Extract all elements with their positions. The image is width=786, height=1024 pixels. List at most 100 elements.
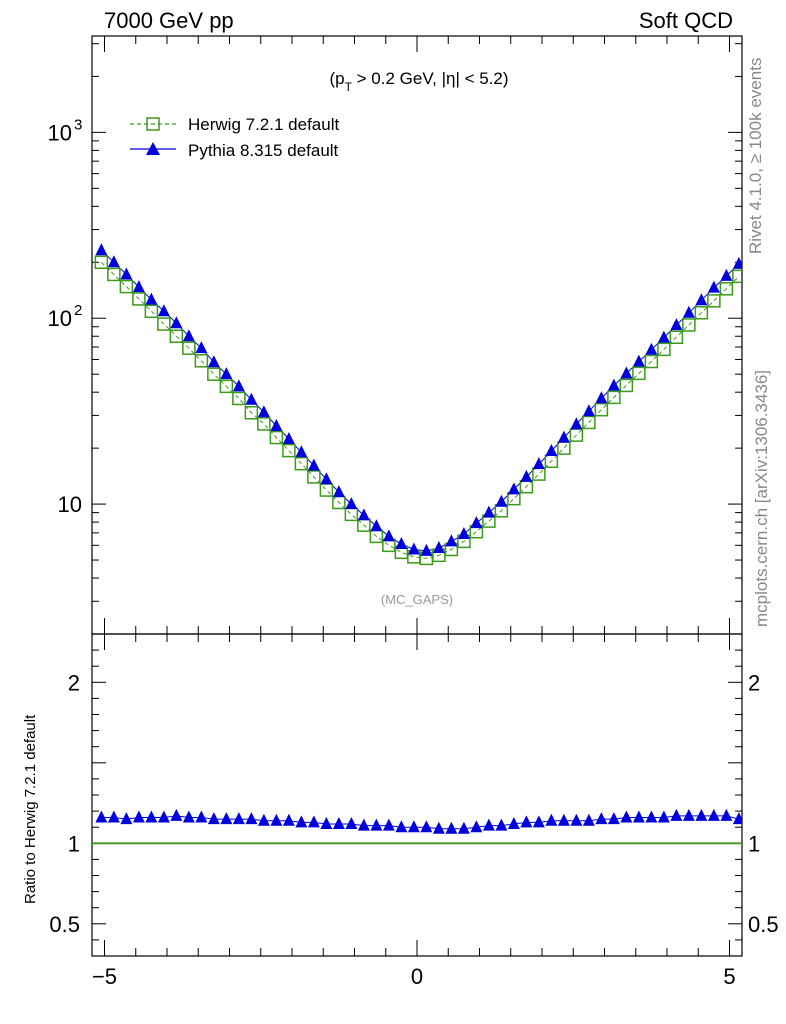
ratio-ytick-label-left: 1 [68,831,80,856]
ratio-pythia-point [95,810,108,823]
herwig-point [194,354,209,368]
ratio-pythia-point [520,815,533,828]
legend: Herwig 7.2.1 default Pythia 8.315 defaul… [130,115,339,160]
ratio-pythia-point [195,810,208,823]
ratio-pythia-point [445,821,458,834]
herwig-point [119,279,134,294]
ratio-pythia-point [670,808,683,821]
ratio-pythia-point [370,818,383,831]
ratio-pythia-point [607,812,620,825]
herwig-point [169,329,184,343]
pythia-point [682,305,695,318]
pythia-point [645,342,658,355]
herwig-point [282,443,296,458]
herwig-point [269,430,284,445]
ratio-pythia-point [282,813,295,826]
herwig-point [507,491,521,506]
pythia-point [657,330,670,343]
pythia-point [395,536,408,549]
ratio-pythia-point [257,813,270,826]
herwig-point [582,415,596,430]
pythia-point [307,458,320,471]
pythia-point [495,494,508,507]
pythia-point [545,444,558,457]
ratio-pythia-point [382,818,395,831]
pythia-point [357,508,370,521]
ratio-pythia-point [432,821,445,834]
herwig-point [294,456,309,471]
herwig-point [219,379,234,394]
header-process: 7000 GeV pp [104,8,234,33]
main-ytick-label: 10 [48,120,72,145]
herwig-point [607,390,621,405]
pythia-point [707,280,720,293]
ratio-pythia-point [332,816,345,829]
ratio-pythia-point [707,808,720,821]
legend-pythia-label: Pythia 8.315 default [188,141,339,160]
herwig-point [94,255,109,270]
pythia-point [107,255,120,268]
pythia-point [720,268,733,281]
ratio-pythia-point [720,808,733,821]
herwig-point [632,366,646,381]
pythia-point [157,304,170,317]
xtick-label: 0 [411,964,423,989]
herwig-point [669,330,684,345]
ratio-pythia-point [357,818,370,831]
ratio-pythia-point [457,821,470,834]
main-axis-ticks [92,36,742,635]
ratio-pythia-point [395,820,408,833]
main-data [94,243,742,566]
herwig-point [694,306,709,320]
pythia-point [232,379,245,392]
pythia-point [245,392,258,405]
pythia-point [95,243,108,256]
pythia-point [382,529,395,542]
herwig-point [594,402,609,417]
ratio-ytick-label-right: 0.5 [748,912,779,937]
ratio-pythia-point [620,810,633,823]
pythia-point [445,534,458,547]
ratio-pythia-line [101,815,740,830]
herwig-point [207,367,221,381]
header-category: Soft QCD [638,8,733,33]
ratio-pythia-point [145,810,158,823]
main-ytick-label: 10 [48,306,72,331]
ratio-ytick-labels: 0.5 0.5 1 1 2 2 [49,670,778,937]
pythia-line [101,249,740,552]
herwig-point [657,342,671,357]
ratio-pythia-point [270,813,283,826]
herwig-point [144,304,159,319]
herwig-point [107,267,121,282]
herwig-point [307,470,321,484]
ratio-pythia-point [320,816,333,829]
ratio-pythia-point [207,812,220,825]
pythia-point [132,280,145,293]
legend-pythia-marker [146,142,160,155]
pythia-point [620,366,633,379]
herwig-point [682,318,696,332]
pythia-point [470,516,483,529]
main-ytick-label: 10 [58,492,82,517]
pythia-point [607,378,620,391]
ratio-pythia-point [595,812,608,825]
xtick-label: −5 [92,964,117,989]
ratio-ytick-label-right: 1 [748,831,760,856]
ratio-pythia-point [295,815,308,828]
ratio-pythia-point [120,812,133,825]
ratio-ylabel: Ratio to Herwig 7.2.1 default [22,714,39,904]
ratio-pythia-point [532,815,545,828]
herwig-point [707,294,721,308]
ratio-pythia-point [582,813,595,826]
legend-herwig-label: Herwig 7.2.1 default [188,115,339,134]
pythia-point [270,419,283,432]
pythia-point [420,543,433,556]
ratio-pythia-point [732,812,742,825]
herwig-point [532,467,546,481]
ratio-pythia-point [232,812,245,825]
ratio-panel: 0.5 0.5 1 1 2 2 −5 0 5 Ratio to Herwig 7.2.1 de… [22,633,779,989]
ratio-pythia-point [545,813,558,826]
ratio-pythia-point [657,810,670,823]
ratio-ytick-label-left: 0.5 [49,912,80,937]
